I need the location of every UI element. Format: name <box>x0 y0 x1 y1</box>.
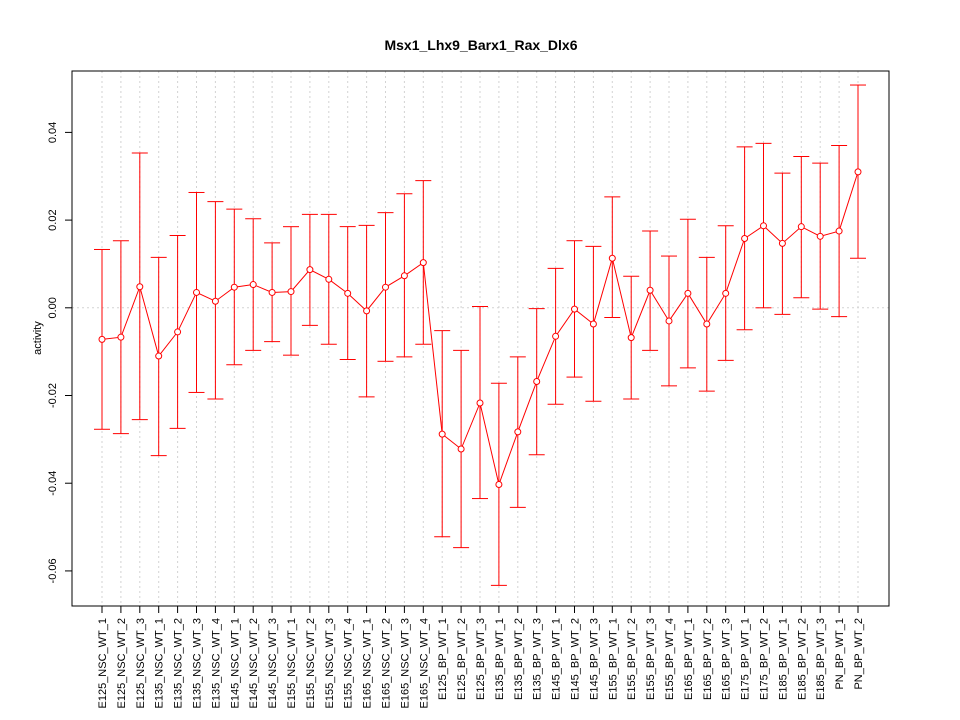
x-tick-label: E165_BP_WT_3 <box>721 618 733 700</box>
x-tick-label: PN_BP_WT_1 <box>834 618 846 690</box>
data-point <box>797 223 805 231</box>
x-tick-label: E155_NSC_WT_1 <box>286 618 298 709</box>
data-point <box>268 288 276 296</box>
y-tick-label: 0.00 <box>47 297 59 318</box>
x-tick-label: E155_BP_WT_2 <box>626 618 638 700</box>
data-point <box>476 399 484 407</box>
error-bars <box>94 84 866 586</box>
x-tick-label: E135_NSC_WT_3 <box>192 618 204 709</box>
data-point <box>552 332 560 340</box>
y-tick-label: -0.02 <box>47 383 59 408</box>
data-point <box>363 307 371 315</box>
chart-title: Msx1_Lhx9_Barx1_Rax_Dlx6 <box>384 37 577 53</box>
data-point <box>760 222 767 230</box>
data-point <box>438 430 446 438</box>
x-tick-label: E135_BP_WT_1 <box>494 618 506 700</box>
y-axis: -0.06 -0.04 -0.02 0.00 0.02 0.04 <box>47 122 72 583</box>
x-tick-label: E165_NSC_WT_4 <box>418 618 430 709</box>
x-tick-label: E185_BP_WT_2 <box>796 618 808 700</box>
data-point <box>533 377 541 385</box>
x-tick-label: E155_BP_WT_1 <box>607 618 619 700</box>
data-point <box>684 289 692 297</box>
x-tick-label: E155_BP_WT_3 <box>645 618 657 700</box>
x-tick-label: E125_NSC_WT_2 <box>116 618 128 709</box>
y-tick-label: 0.02 <box>47 209 59 230</box>
x-tick-label: E165_NSC_WT_1 <box>362 618 374 709</box>
x-tick-label: E125_BP_WT_2 <box>456 618 468 700</box>
x-tick-label: E135_BP_WT_2 <box>513 618 525 700</box>
x-tick-label: E145_NSC_WT_3 <box>267 618 279 709</box>
data-point <box>665 317 673 325</box>
data-point <box>174 328 182 336</box>
data-point <box>230 283 238 291</box>
x-tick-label: E155_NSC_WT_4 <box>343 618 355 709</box>
data-points <box>98 168 862 489</box>
x-tick-label: E175_BP_WT_2 <box>759 618 771 700</box>
x-tick-label: E125_BP_WT_3 <box>475 618 487 700</box>
data-point <box>249 281 257 289</box>
y-tick-label: 0.04 <box>47 122 59 143</box>
data-point <box>589 320 597 328</box>
data-point <box>457 445 465 453</box>
x-tick-label: E145_BP_WT_2 <box>570 618 582 700</box>
data-point <box>816 232 824 240</box>
y-axis-label: activity <box>32 321 44 355</box>
data-point <box>495 481 503 489</box>
data-point <box>306 266 314 274</box>
data-point <box>155 352 163 360</box>
x-tick-label: E145_BP_WT_1 <box>551 618 563 700</box>
x-tick-label: E135_BP_WT_3 <box>532 618 544 700</box>
data-point <box>514 428 522 436</box>
data-point <box>117 333 125 341</box>
x-tick-label: E155_NSC_WT_3 <box>324 618 336 709</box>
grid <box>72 71 889 606</box>
x-tick-label: E155_NSC_WT_2 <box>305 618 317 709</box>
data-point <box>608 254 616 262</box>
data-point <box>325 275 333 283</box>
x-tick-label: E145_NSC_WT_2 <box>248 618 260 709</box>
data-point <box>835 227 843 235</box>
data-point <box>741 235 749 243</box>
data-point <box>722 289 730 297</box>
x-tick-label: E165_NSC_WT_2 <box>381 618 393 709</box>
data-point <box>854 168 862 176</box>
x-tick-label: E135_NSC_WT_2 <box>173 618 185 709</box>
x-tick-label: E145_NSC_WT_1 <box>229 618 241 709</box>
plot-frame <box>71 70 890 607</box>
x-tick-label: E135_NSC_WT_4 <box>210 618 222 709</box>
x-tick-label: E125_NSC_WT_3 <box>135 618 147 709</box>
data-point <box>382 283 389 291</box>
x-tick-label: E155_BP_WT_4 <box>664 618 676 700</box>
x-tick-label: E125_BP_WT_1 <box>437 618 449 700</box>
data-point <box>778 239 786 247</box>
data-point <box>98 335 106 343</box>
data-point <box>344 289 352 297</box>
x-tick-label: E165_BP_WT_2 <box>702 618 714 700</box>
data-point <box>136 283 144 291</box>
x-tick-label: E185_BP_WT_1 <box>777 618 789 700</box>
x-tick-label: E145_BP_WT_3 <box>588 618 600 700</box>
x-tick-label: E165_NSC_WT_3 <box>399 618 411 709</box>
x-tick-label: E175_BP_WT_1 <box>740 618 752 700</box>
data-point <box>211 297 219 305</box>
x-tick-label: E135_NSC_WT_1 <box>154 618 166 709</box>
data-point <box>287 288 295 296</box>
y-tick-label: -0.04 <box>47 471 59 496</box>
data-point <box>419 259 427 267</box>
x-tick-label: E125_NSC_WT_1 <box>97 618 109 709</box>
x-tick-label: E185_BP_WT_3 <box>815 618 827 700</box>
y-tick-label: -0.06 <box>47 558 59 583</box>
x-tick-label: PN_BP_WT_2 <box>853 618 865 690</box>
data-point <box>193 288 200 296</box>
data-point <box>400 272 408 280</box>
x-axis: E125_NSC_WT_1 E125_NSC_WT_2 E125_NSC_WT_3 E… <box>97 606 865 709</box>
data-point <box>627 334 635 342</box>
data-point <box>571 305 578 313</box>
data-point <box>646 286 654 294</box>
x-tick-label: E165_BP_WT_1 <box>683 618 695 700</box>
data-point <box>703 320 711 328</box>
